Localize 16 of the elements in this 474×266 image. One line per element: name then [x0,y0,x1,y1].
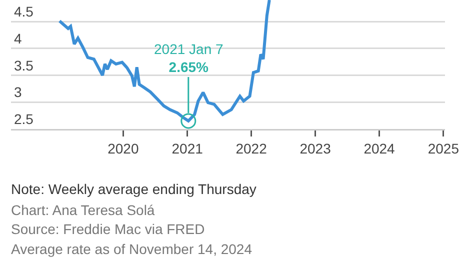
text: Average rate as of November 14, 2024 [11,240,254,259]
y-tick-label: 3.5 [14,57,34,74]
text: Chart: Ana Teresa Solá [11,200,156,220]
x-tick-label: 2023 [300,140,332,156]
x-tick-label: 2020 [108,140,139,156]
y-tick-label: 2.5 [14,111,34,128]
x-tick-label: 2025 [428,140,460,156]
source-note: Source: Freddie Mac via FRED [11,220,206,239]
annotation: 2021 Jan 7 2.65% [154,41,224,76]
x-tick-label: 2022 [236,140,268,156]
text: Note: Weekly average ending Thursday [11,180,256,199]
x-tick-label: 2021 [172,140,204,156]
x-tick-label: 2024 [364,140,396,156]
y-tick-label: 3 [14,84,22,100]
y-tick-label: 4.5 [14,4,34,20]
y-tick-label: 4 [14,30,22,46]
